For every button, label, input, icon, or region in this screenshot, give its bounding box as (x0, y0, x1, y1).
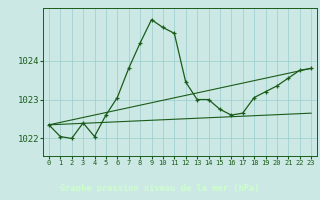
Text: Graphe pression niveau de la mer (hPa): Graphe pression niveau de la mer (hPa) (60, 184, 260, 193)
